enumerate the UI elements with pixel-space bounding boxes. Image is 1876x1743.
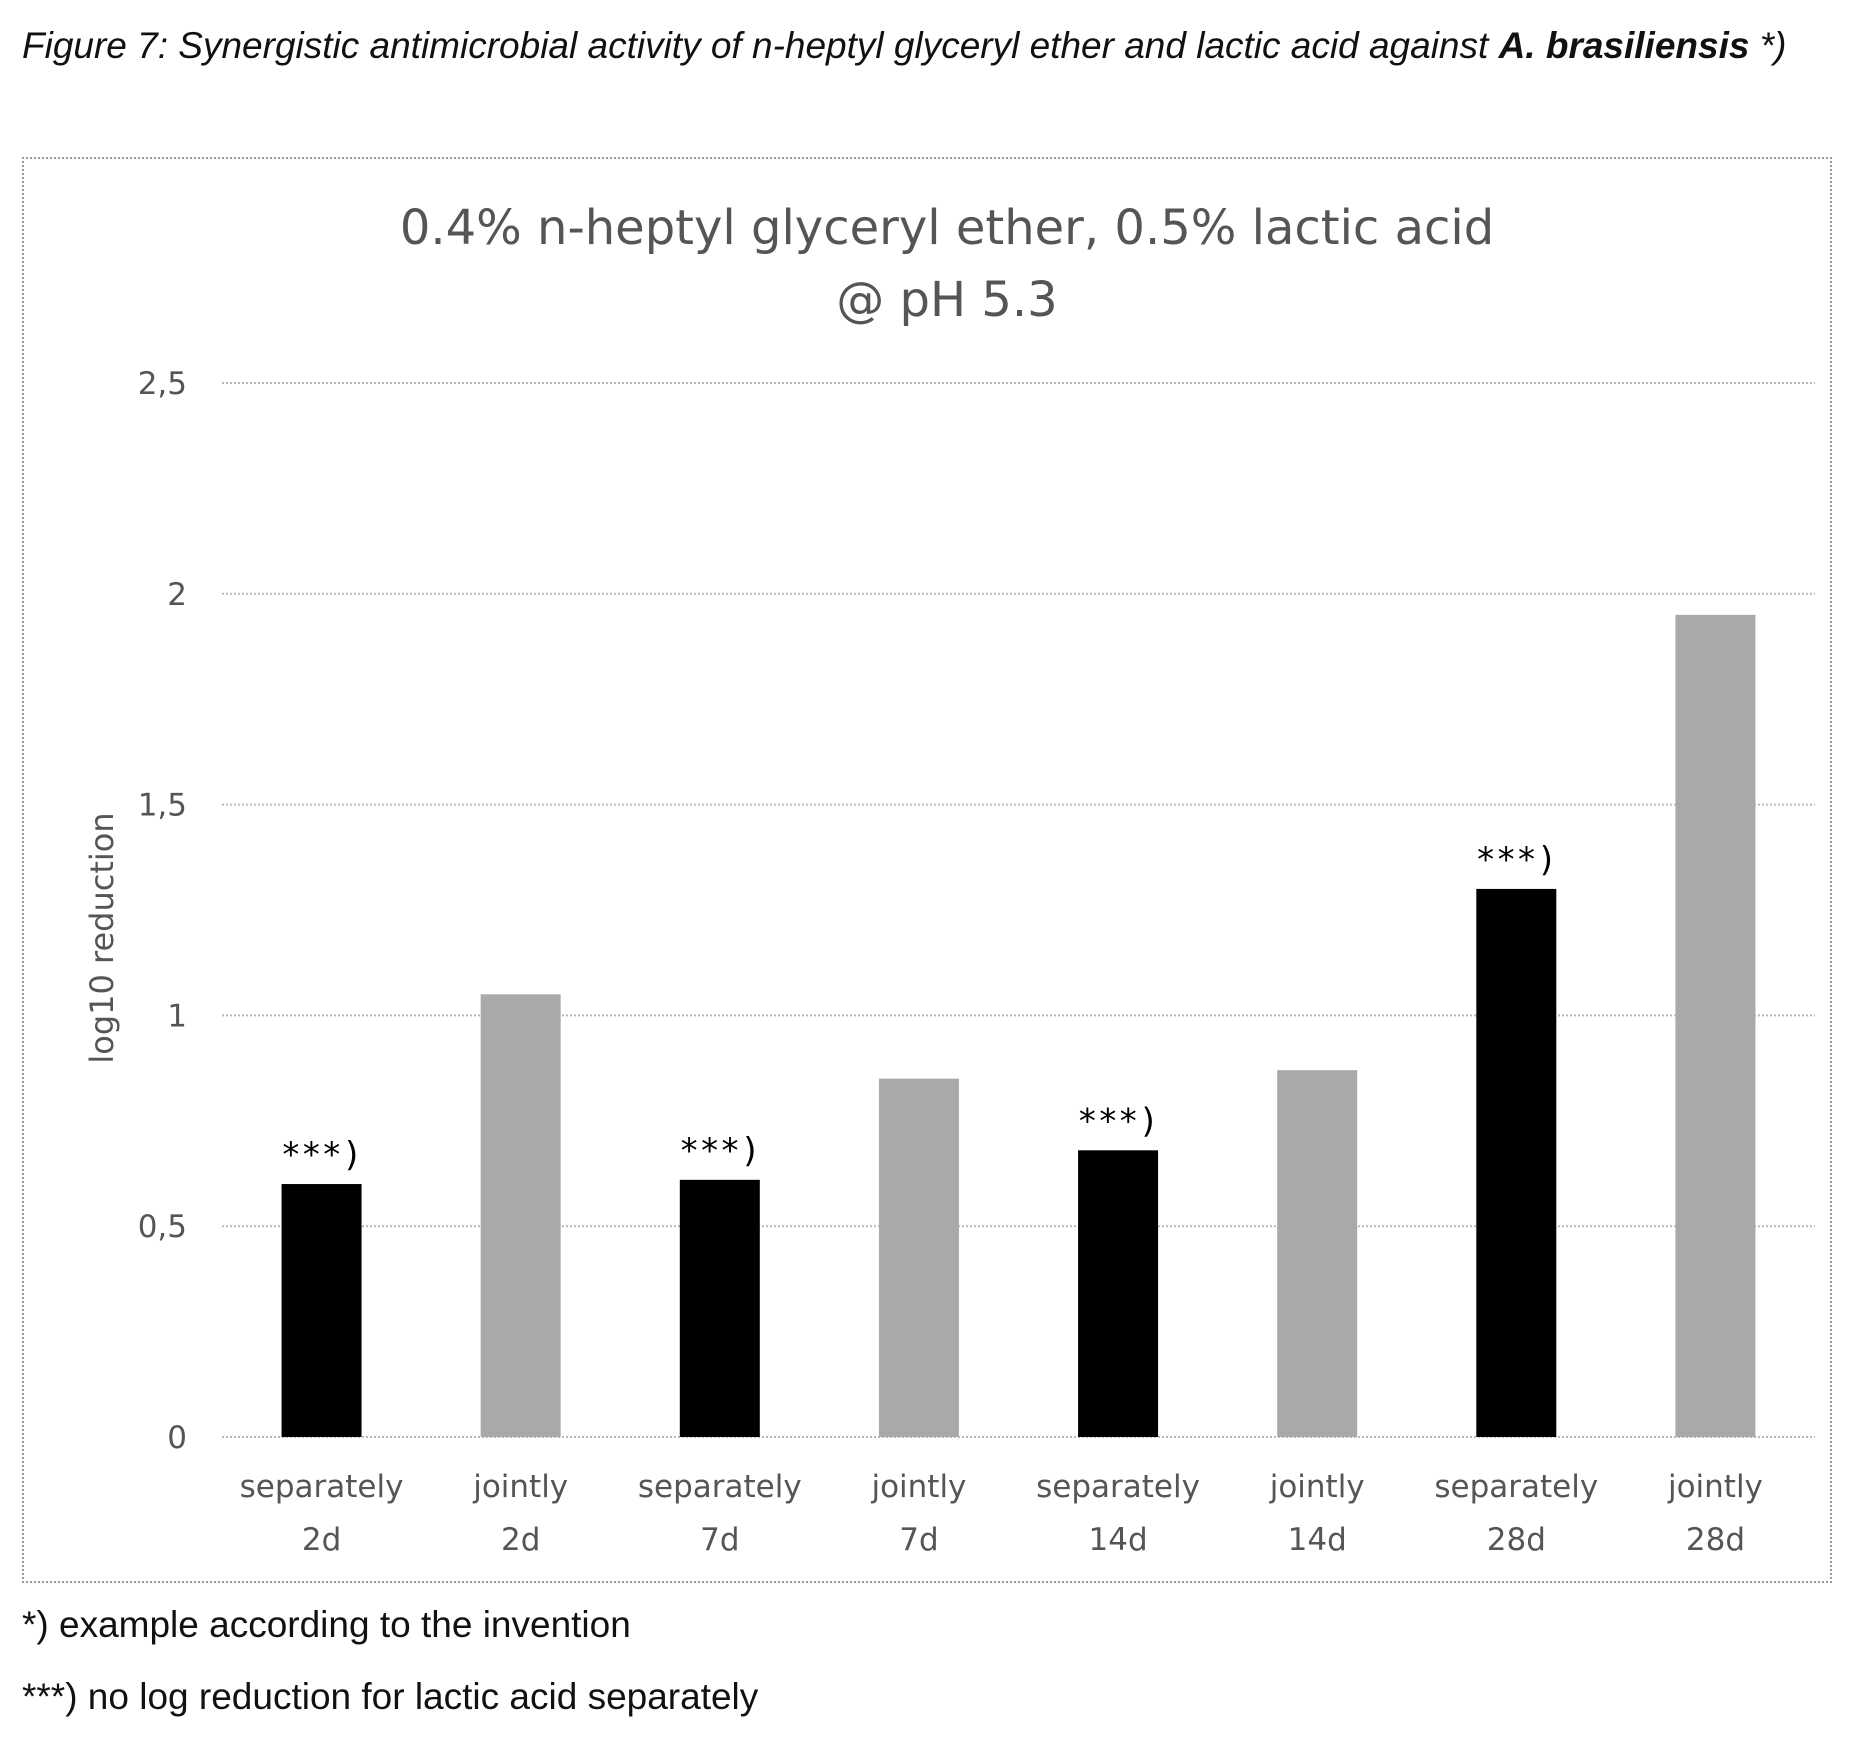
y-tick-label: 0,5 bbox=[138, 1209, 187, 1245]
x-tick-label: jointly bbox=[1667, 1469, 1763, 1505]
bar-annotations: ***) ***) ***) ***) bbox=[281, 840, 1558, 1175]
bar-annotation: ***) bbox=[679, 1131, 761, 1171]
bars bbox=[281, 614, 1756, 1437]
bar bbox=[1675, 614, 1756, 1437]
bar bbox=[1078, 1150, 1159, 1437]
bar bbox=[679, 1179, 760, 1437]
figure-caption: Figure 7: Synergistic antimicrobial acti… bbox=[22, 10, 1842, 82]
x-tick-labels: separately 2d jointly 2d separately 7d jointly… bbox=[240, 1469, 1763, 1558]
x-tick-label: 28d bbox=[1487, 1522, 1546, 1558]
caption-prefix: Figure 7: Synergistic antimicrobial acti… bbox=[22, 25, 1499, 66]
y-tick-labels: 0 0,5 1 1,5 2 2,5 bbox=[138, 366, 187, 1456]
y-tick-label: 0 bbox=[167, 1420, 187, 1456]
x-tick-label: separately bbox=[1434, 1469, 1598, 1505]
bar bbox=[1277, 1070, 1358, 1437]
bar-annotation: ***) bbox=[281, 1135, 363, 1175]
x-tick-label: 2d bbox=[302, 1522, 341, 1558]
chart-subtitle: @ pH 5.3 bbox=[836, 272, 1057, 328]
y-axis-label: log10 reduction bbox=[83, 812, 121, 1063]
y-tick-label: 2,5 bbox=[138, 366, 187, 402]
y-tick-label: 2 bbox=[167, 577, 187, 613]
x-tick-label: jointly bbox=[870, 1469, 966, 1505]
caption-suffix: *) bbox=[1749, 25, 1787, 66]
x-tick-label: 7d bbox=[899, 1522, 938, 1558]
x-tick-label: 7d bbox=[700, 1522, 739, 1558]
chart-frame bbox=[22, 157, 1832, 1583]
footnote-invention: *) example according to the invention bbox=[22, 1604, 631, 1645]
y-tick-label: 1 bbox=[167, 998, 187, 1034]
bar-annotation: ***) bbox=[1077, 1101, 1159, 1141]
x-tick-label: 14d bbox=[1089, 1522, 1148, 1558]
caption-organism: A. brasiliensis bbox=[1498, 25, 1750, 66]
x-tick-label: 2d bbox=[501, 1522, 540, 1558]
x-tick-label: separately bbox=[638, 1469, 802, 1505]
bar bbox=[878, 1078, 959, 1437]
bar-annotation: ***) bbox=[1475, 840, 1557, 880]
x-tick-label: 28d bbox=[1686, 1522, 1745, 1558]
y-tick-label: 1,5 bbox=[138, 788, 187, 824]
x-tick-label: jointly bbox=[1269, 1469, 1365, 1505]
footnote-lactic-acid: ***) no log reduction for lactic acid se… bbox=[22, 1676, 759, 1717]
gridlines bbox=[222, 382, 1815, 1438]
bar bbox=[1476, 888, 1557, 1437]
x-tick-label: 14d bbox=[1288, 1522, 1347, 1558]
chart-title: 0.4% n-heptyl glyceryl ether, 0.5% lacti… bbox=[400, 200, 1494, 256]
x-tick-label: separately bbox=[240, 1469, 404, 1505]
x-tick-label: separately bbox=[1036, 1469, 1200, 1505]
x-tick-label: jointly bbox=[472, 1469, 568, 1505]
bar bbox=[480, 994, 561, 1437]
bar bbox=[281, 1184, 362, 1437]
